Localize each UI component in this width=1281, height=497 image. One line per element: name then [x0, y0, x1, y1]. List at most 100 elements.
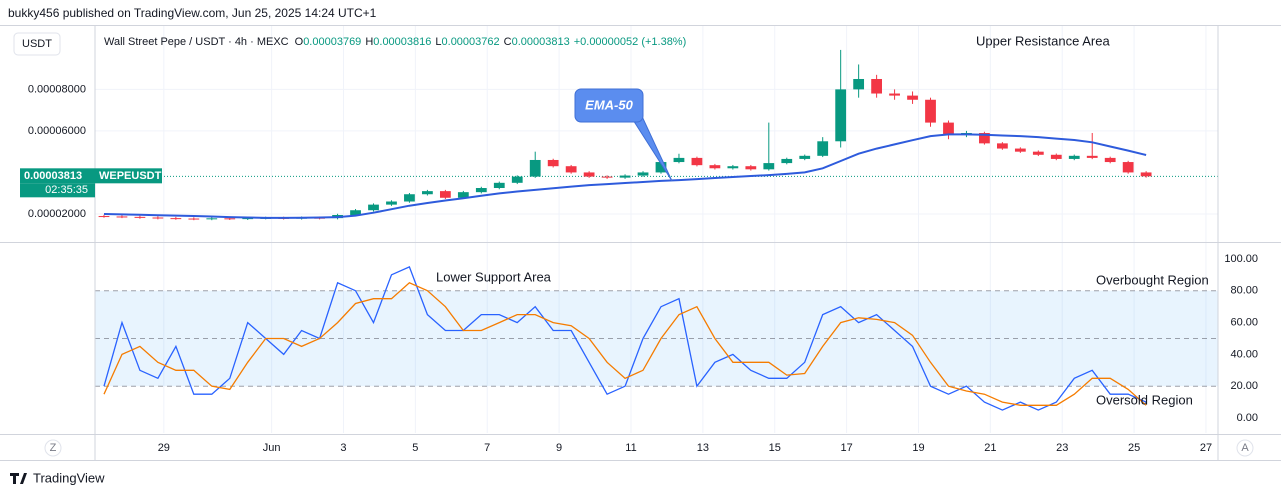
candle-body: [475, 188, 487, 193]
candle-body: [350, 210, 361, 216]
candle-body: [835, 89, 847, 142]
y-tick-label: 0.00008000: [28, 83, 86, 95]
control-label[interactable]: Z: [50, 442, 57, 454]
countdown-label: 02:35:35: [45, 184, 88, 196]
candle-body: [529, 159, 541, 177]
byline: bukky456 published on TradingView.com, J…: [8, 6, 377, 20]
candle-body: [691, 157, 703, 166]
x-tick-label: 27: [1200, 442, 1212, 454]
candle-body: [1104, 157, 1116, 163]
brand-logo: [10, 473, 27, 484]
countdown-box: [20, 183, 95, 198]
candle-body: [457, 192, 469, 198]
control-button[interactable]: [1236, 439, 1254, 457]
y-tick-label: 60.00: [1230, 316, 1258, 328]
x-tick-label: 23: [1056, 442, 1068, 454]
candle-body: [368, 204, 379, 211]
candle-body: [996, 143, 1008, 149]
grid-layer: [95, 25, 1218, 433]
annotation: Lower Support Area: [436, 269, 552, 284]
control-label[interactable]: A: [1241, 442, 1249, 454]
y-tick-label: 100.00: [1224, 253, 1258, 265]
x-tick-label: 3: [340, 442, 346, 454]
candle-body: [673, 157, 685, 163]
candle-body: [439, 191, 451, 198]
candle-body: [853, 78, 865, 90]
x-tick-label: 19: [912, 442, 924, 454]
candle-body: [943, 122, 954, 136]
candle-body: [583, 172, 595, 177]
x-tick-label: 15: [769, 442, 781, 454]
x-tick-label: 29: [158, 442, 170, 454]
candle-body: [511, 176, 523, 183]
x-tick-label: 9: [556, 442, 562, 454]
last-price-label: 0.00003813: [24, 170, 82, 182]
legend-change: +0.00000052 (+1.38%): [574, 36, 687, 48]
y-tick-label: 0.00006000: [28, 125, 86, 137]
y-tick-label: 0.00002000: [28, 208, 86, 220]
candle-body: [1122, 162, 1134, 173]
axis-label: USDT: [22, 38, 52, 50]
legend-value: 0.00003769: [303, 36, 361, 48]
x-tick-label: 7: [484, 442, 490, 454]
y-tick-label: 0.00: [1237, 412, 1258, 424]
x-tick-label: 25: [1128, 442, 1140, 454]
candle-body: [1014, 148, 1026, 152]
candle-body: [1068, 155, 1080, 159]
candle-body: [224, 218, 236, 220]
callout-text: EMA-50: [585, 97, 633, 112]
oscillator-line: [103, 282, 1147, 406]
candle-body: [1140, 172, 1152, 177]
candle-body: [242, 218, 254, 220]
candle-body: [817, 141, 829, 156]
x-tick-label: 17: [840, 442, 852, 454]
candle-body: [422, 191, 433, 195]
x-tick-label: 21: [984, 442, 996, 454]
legend-value: 0.00003762: [442, 36, 500, 48]
annotation: Oversold Region: [1096, 392, 1193, 407]
candle-body: [170, 218, 182, 220]
candle-body: [655, 162, 667, 173]
candle-body: [152, 217, 164, 219]
x-tick-label: 5: [412, 442, 418, 454]
candle-body: [601, 176, 613, 178]
candle-body: [116, 216, 128, 218]
candle-body: [98, 216, 110, 218]
candle-body: [871, 78, 882, 94]
symbol-label: WEPEUSDT: [99, 170, 162, 182]
candle-body: [709, 165, 721, 169]
annotation: Upper Resistance Area: [976, 33, 1110, 48]
legend-value: 0.00003816: [373, 36, 431, 48]
candle-body: [1032, 151, 1044, 155]
x-tick-label: Jun: [263, 442, 281, 454]
last-price-box: [20, 168, 162, 184]
candle-body: [1086, 155, 1098, 158]
candle-body: [889, 93, 900, 96]
candle-body: [565, 166, 577, 173]
candle-body: [619, 175, 631, 178]
candle-body: [727, 166, 739, 169]
candle-body: [799, 155, 811, 159]
legend: Wall Street Pepe / USDT · 4h · MEXC O0.00…: [104, 36, 686, 48]
legend-key: C: [504, 36, 512, 48]
candle-body: [188, 218, 200, 220]
brand: TradingView: [33, 470, 105, 485]
candle-body: [386, 201, 397, 205]
candle-body: [206, 218, 218, 220]
legend-key: L: [435, 36, 441, 48]
control-button[interactable]: [44, 439, 62, 457]
y-tick-label: 40.00: [1230, 348, 1258, 360]
legend-key: O: [295, 36, 304, 48]
candle-body: [547, 159, 559, 167]
annotation: Overbought Region: [1096, 272, 1209, 287]
candle-body: [781, 158, 793, 164]
legend-key: H: [365, 36, 373, 48]
legend-title: Wall Street Pepe / USDT · 4h · MEXC: [104, 36, 289, 48]
candle-body: [637, 172, 649, 176]
y-tick-label: 20.00: [1230, 380, 1258, 392]
candle-body: [763, 163, 775, 170]
candle-body: [979, 132, 990, 144]
candle-body: [493, 182, 505, 189]
